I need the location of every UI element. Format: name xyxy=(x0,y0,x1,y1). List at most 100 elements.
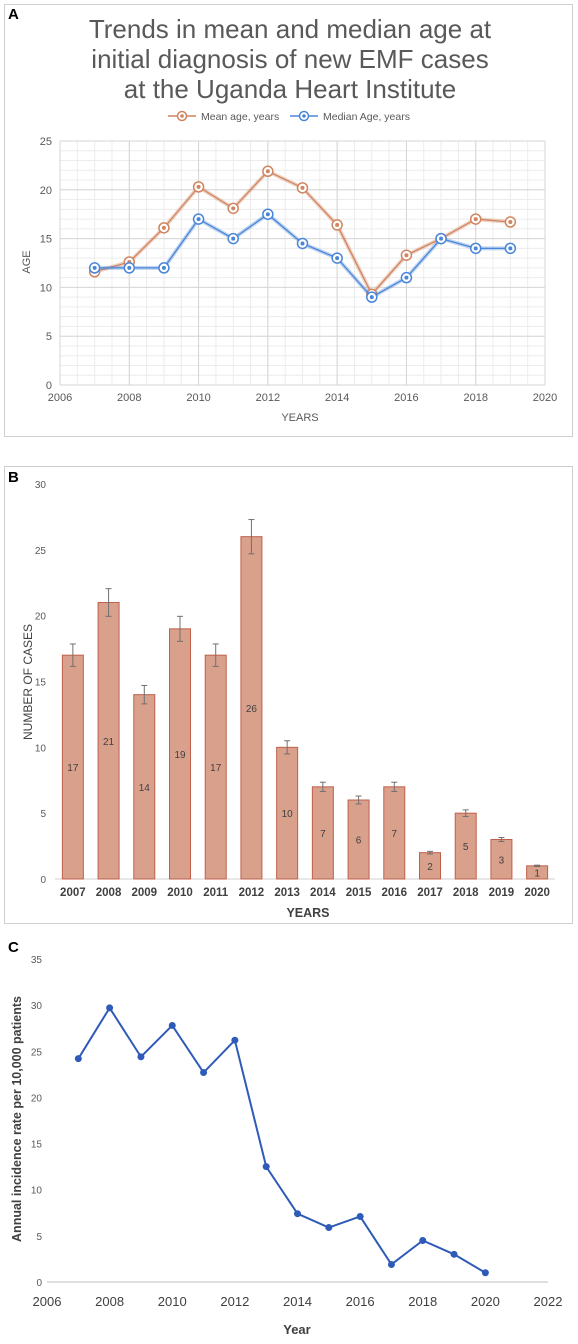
x-tick-label: 2012 xyxy=(256,392,280,404)
data-point xyxy=(419,1236,427,1244)
x-tick-label: 2016 xyxy=(381,887,407,899)
y-tick-label: 20 xyxy=(31,1093,43,1104)
y-tick-label: 30 xyxy=(31,1001,43,1012)
x-tick-label: 2020 xyxy=(533,392,557,404)
chart-b-xlabel: YEARS xyxy=(286,906,329,920)
y-tick-label: 10 xyxy=(40,282,52,294)
data-label: 7 xyxy=(320,829,326,840)
panel-letter-b: B xyxy=(8,469,19,486)
x-tick-label: 2016 xyxy=(346,1294,375,1309)
y-tick-label: 5 xyxy=(36,1232,42,1243)
x-tick-label: 2013 xyxy=(274,887,300,899)
data-point-center xyxy=(369,295,374,300)
x-tick-label: 2014 xyxy=(325,392,349,404)
data-point-center xyxy=(161,225,166,230)
data-point-center xyxy=(231,236,236,241)
chart-b-frame xyxy=(4,466,573,924)
y-tick-label: 10 xyxy=(31,1186,43,1197)
y-tick-label: 25 xyxy=(35,546,47,557)
x-tick-label: 2011 xyxy=(203,887,229,899)
x-tick-label: 2012 xyxy=(220,1294,249,1309)
x-tick-label: 2010 xyxy=(167,887,193,899)
data-point-center xyxy=(335,222,340,227)
chart-a-legend: Mean age, years Median Age, years xyxy=(168,110,410,123)
chart-a: A Trends in mean and median age at initi… xyxy=(4,4,573,437)
chart-a-ylabel: AGE xyxy=(21,250,33,273)
data-point-center xyxy=(300,241,305,246)
data-point-center xyxy=(473,246,478,251)
legend-label: Mean age, years xyxy=(201,111,279,123)
data-point-center xyxy=(92,265,97,270)
data-label: 5 xyxy=(463,842,469,853)
x-tick-label: 2018 xyxy=(463,392,487,404)
y-tick-label: 5 xyxy=(46,331,52,343)
data-point-center xyxy=(231,206,236,211)
data-label: 1 xyxy=(534,868,540,879)
y-tick-label: 25 xyxy=(40,136,52,148)
data-point-center xyxy=(127,265,132,270)
data-point xyxy=(325,1224,333,1232)
chart-c-ylabel: Annual incidence rate per 10,000 patient… xyxy=(10,996,24,1242)
chart-a-series xyxy=(88,165,517,303)
data-label: 21 xyxy=(103,737,115,748)
data-point xyxy=(200,1069,208,1077)
x-tick-label: 2008 xyxy=(96,887,122,899)
y-tick-label: 0 xyxy=(36,1278,42,1289)
chart-a-axes: 0 5 10 15 20 25 2006 2008 2010 2012 2014 2016 2018 20… xyxy=(40,136,557,404)
legend-label: Median Age, years xyxy=(323,111,410,123)
data-point xyxy=(137,1053,145,1061)
data-point-center xyxy=(300,185,305,190)
data-point-center xyxy=(196,217,201,222)
x-tick-label: 2022 xyxy=(534,1294,563,1309)
chart-a-xlabel: YEARS xyxy=(281,412,318,424)
y-tick-label: 0 xyxy=(46,380,52,392)
data-point xyxy=(262,1163,270,1171)
y-tick-label: 25 xyxy=(31,1047,43,1058)
chart-a-frame xyxy=(4,4,573,437)
x-tick-label: 2020 xyxy=(524,887,550,899)
x-tick-label: 2006 xyxy=(48,392,72,404)
chart-b-ylabel: NUMBER OF CASES xyxy=(21,624,35,740)
x-tick-label: 2018 xyxy=(408,1294,437,1309)
chart-a-title-line-1: Trends in mean and median age at xyxy=(89,14,492,44)
data-point xyxy=(168,1021,176,1029)
data-label: 19 xyxy=(174,750,186,761)
legend-marker-center xyxy=(180,114,184,118)
x-tick-label: 2020 xyxy=(471,1294,500,1309)
x-tick-label: 2016 xyxy=(394,392,418,404)
data-label: 17 xyxy=(67,763,79,774)
data-point-center xyxy=(404,275,409,280)
data-point xyxy=(356,1212,364,1220)
x-tick-label: 2014 xyxy=(310,887,336,899)
data-point-center xyxy=(265,212,270,217)
x-tick-label: 2019 xyxy=(489,887,515,899)
panel-letter-c: C xyxy=(8,939,19,956)
chart-c-xlabel: Year xyxy=(283,1322,310,1337)
data-point-center xyxy=(196,184,201,189)
y-tick-label: 30 xyxy=(35,480,47,491)
data-point xyxy=(450,1250,458,1258)
series-line xyxy=(77,1006,486,1274)
data-point-center xyxy=(404,253,409,258)
data-label: 14 xyxy=(139,783,151,794)
data-label: 17 xyxy=(210,763,222,774)
x-tick-label: 2008 xyxy=(117,392,141,404)
y-tick-label: 35 xyxy=(31,955,43,966)
data-point xyxy=(106,1004,114,1012)
y-tick-label: 20 xyxy=(40,185,52,197)
y-tick-label: 20 xyxy=(35,612,47,623)
data-point xyxy=(231,1036,239,1044)
x-tick-label: 2006 xyxy=(33,1294,62,1309)
data-label: 10 xyxy=(282,809,294,820)
legend-marker-center xyxy=(302,114,306,118)
data-point-center xyxy=(439,236,444,241)
panel-b: B 0 5 10 15 20 25 30 17 2007 21 2008 14 2009 19 2010 1… xyxy=(0,462,578,928)
x-tick-label: 2008 xyxy=(95,1294,124,1309)
data-point-center xyxy=(508,220,513,225)
data-label: 6 xyxy=(356,836,362,847)
x-tick-label: 2010 xyxy=(158,1294,187,1309)
x-tick-label: 2009 xyxy=(131,887,157,899)
x-tick-label: 2012 xyxy=(239,887,265,899)
panel-letter-a: A xyxy=(8,6,19,23)
